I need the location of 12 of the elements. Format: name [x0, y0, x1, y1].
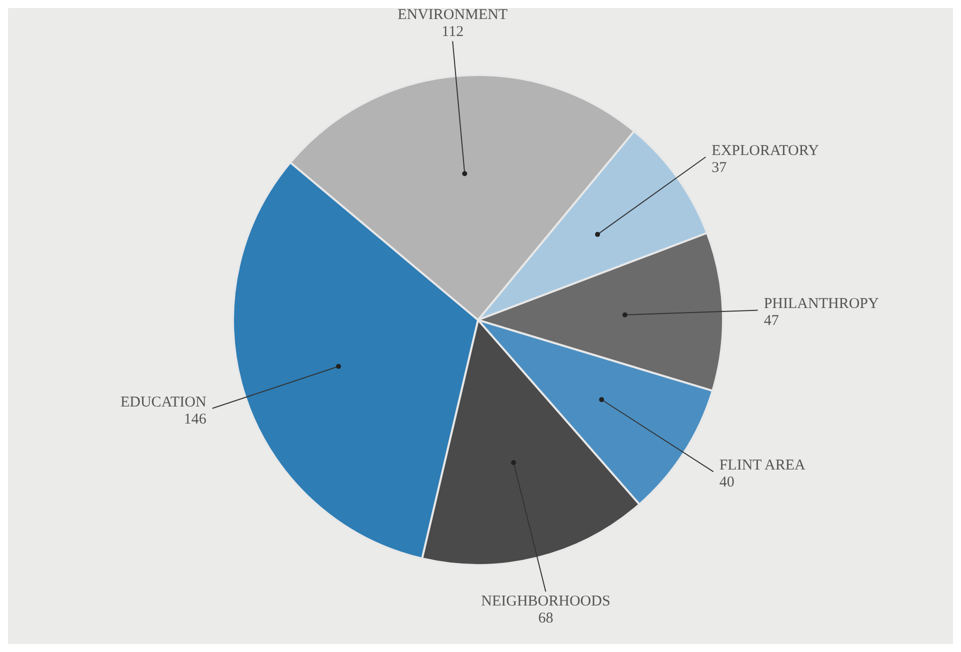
- slice-label: ENVIRONMENT: [398, 7, 508, 24]
- slice-label: FLINT AREA: [719, 458, 806, 474]
- data-label: 40: [719, 474, 734, 491]
- data-label: 68: [538, 610, 554, 627]
- slice-label: EXPLORATORY: [712, 143, 820, 160]
- data-label: 37: [712, 160, 728, 176]
- slice-label: PHILANTHROPY: [764, 296, 879, 312]
- data-label: 146: [184, 411, 207, 428]
- slice-label: EDUCATION: [120, 394, 206, 410]
- data-label: 112: [442, 24, 464, 40]
- data-label: 47: [764, 313, 780, 330]
- slice-label: NEIGHBORHOODS: [481, 594, 610, 610]
